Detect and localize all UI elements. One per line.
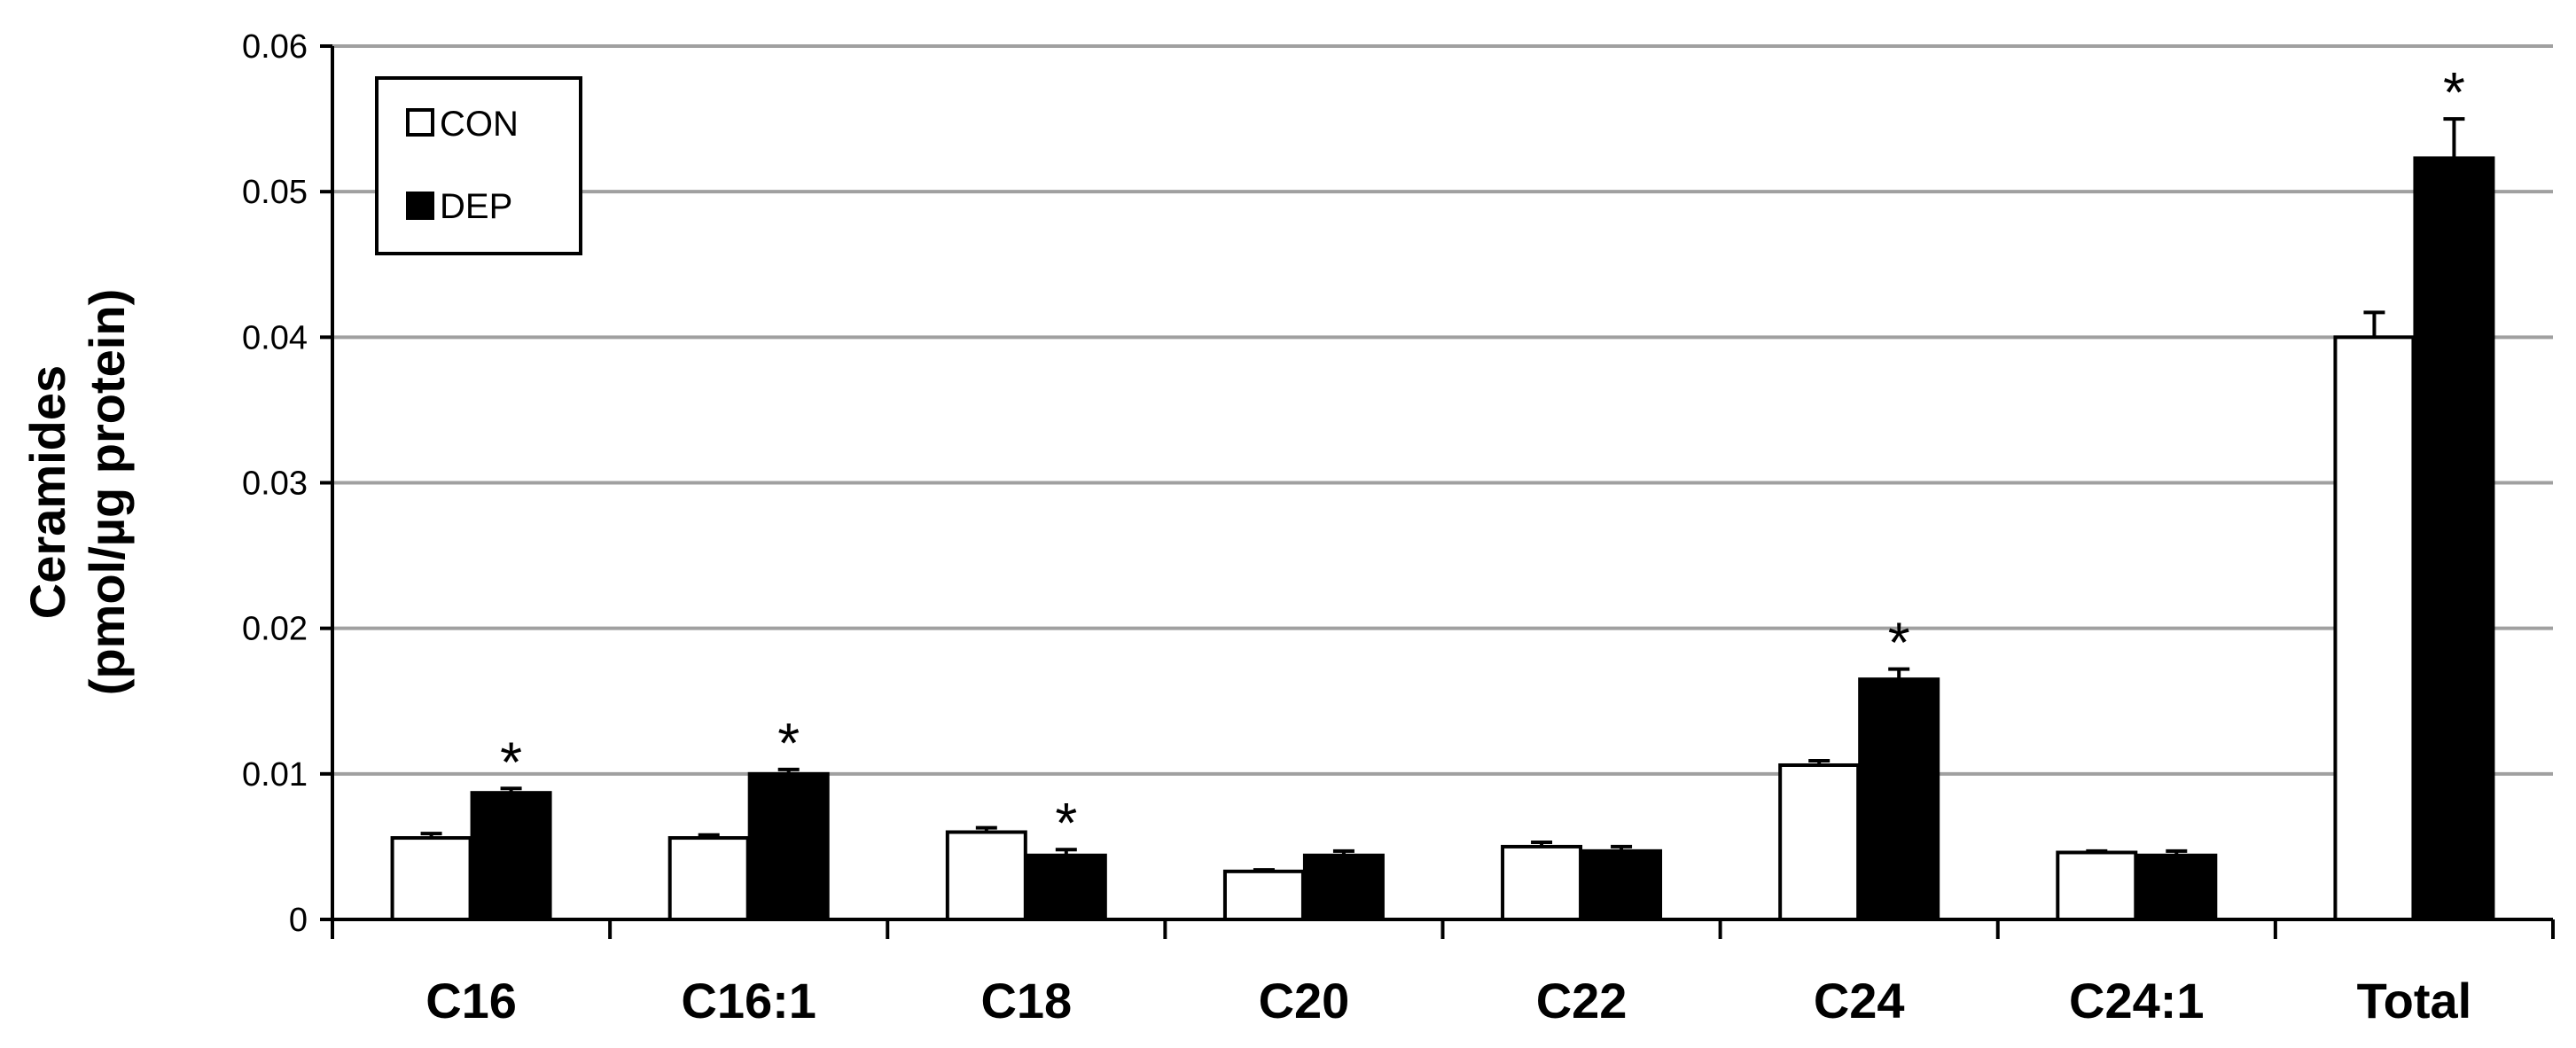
significance-markers: * * * * * — [500, 60, 2465, 855]
y-tick-label: 0.06 — [242, 28, 308, 66]
bar-dep-c16 — [470, 791, 552, 921]
legend-label-con: CON — [440, 105, 519, 144]
x-category-label: C18 — [980, 973, 1072, 1028]
y-tick-labels: 0 0.01 0.02 0.03 0.04 0.05 0.06 — [242, 28, 308, 939]
x-category-label: Total — [2357, 973, 2472, 1028]
bar-con-c16 — [390, 836, 472, 921]
legend: CON DEP — [375, 76, 582, 255]
bar-con-c16-1 — [667, 836, 750, 921]
y-tick-label: 0.04 — [242, 319, 308, 356]
x-category-label: C20 — [1259, 973, 1350, 1028]
gridlines — [332, 44, 2553, 776]
significance-star: * — [2443, 60, 2465, 124]
significance-star: * — [1888, 611, 1910, 675]
bar-dep-total — [2413, 156, 2495, 922]
x-category-label: C24 — [1814, 973, 1905, 1028]
bar-dep-c22 — [1581, 849, 1663, 922]
legend-label-dep: DEP — [440, 187, 512, 226]
x-category-label: C16:1 — [681, 973, 816, 1028]
significance-star: * — [1055, 791, 1077, 855]
x-category-labels: C16 C16:1 C18 C20 C22 C24 C24:1 Total — [425, 973, 2471, 1028]
legend-swatch-con — [406, 108, 434, 137]
bar-con-total — [2333, 335, 2416, 922]
y-tick-label: 0.03 — [242, 465, 308, 503]
x-category-label: C16 — [425, 973, 517, 1028]
y-axis-title-line2: (pmol/µg protein) — [79, 289, 135, 695]
legend-box — [375, 76, 582, 255]
x-category-label: C24:1 — [2069, 973, 2205, 1028]
bar-con-c18 — [945, 830, 1027, 921]
significance-star: * — [500, 730, 522, 794]
axes — [320, 44, 2555, 939]
bar-con-c22 — [1501, 844, 1583, 922]
legend-swatch-dep — [406, 192, 434, 220]
error-bars — [420, 117, 2465, 872]
bars — [390, 156, 2495, 922]
y-tick-label: 0 — [289, 902, 308, 939]
bar-dep-c24 — [1858, 677, 1940, 921]
bar-dep-c24-1 — [2135, 853, 2218, 921]
significance-star: * — [777, 711, 800, 775]
x-category-label: C22 — [1536, 973, 1628, 1028]
bar-dep-c20 — [1302, 853, 1385, 921]
y-axis-title-line1: Ceramides — [20, 365, 75, 619]
bar-dep-c16-1 — [747, 771, 830, 921]
bar-dep-c18 — [1025, 853, 1107, 921]
bar-con-c24-1 — [2056, 850, 2138, 922]
bar-con-c24 — [1778, 763, 1861, 921]
bar-con-c20 — [1222, 869, 1305, 922]
y-tick-label: 0.05 — [242, 174, 308, 211]
y-tick-label: 0.02 — [242, 611, 308, 648]
y-tick-label: 0.01 — [242, 756, 308, 794]
